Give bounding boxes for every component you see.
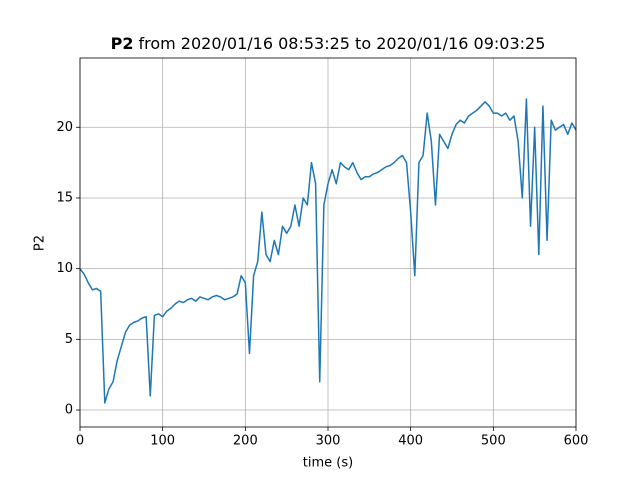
y-tick-label: 10: [56, 261, 73, 276]
x-tick-label: 0: [76, 434, 84, 449]
plot-frame: [79, 57, 577, 428]
y-tick-label: 0: [65, 403, 73, 418]
x-tick-label: 300: [316, 434, 341, 449]
x-axis-label: time (s): [303, 456, 353, 471]
title-bold: P2: [111, 34, 134, 53]
x-tick-label: 400: [398, 434, 423, 449]
title-rest: from 2020/01/16 08:53:25 to 2020/01/16 0…: [138, 34, 545, 53]
x-tick-label: 200: [233, 434, 258, 449]
x-tick-label: 100: [150, 434, 175, 449]
chart-title: P2 from 2020/01/16 08:53:25 to 2020/01/16…: [111, 34, 546, 53]
y-tick-label: 15: [56, 190, 73, 205]
y-axis-label: P2: [33, 235, 48, 251]
y-tick-label: 5: [65, 332, 73, 347]
y-tick-label: 20: [56, 120, 73, 135]
x-tick-label: 500: [481, 434, 506, 449]
x-tick-label: 600: [564, 434, 589, 449]
data-line: [79, 98, 577, 404]
